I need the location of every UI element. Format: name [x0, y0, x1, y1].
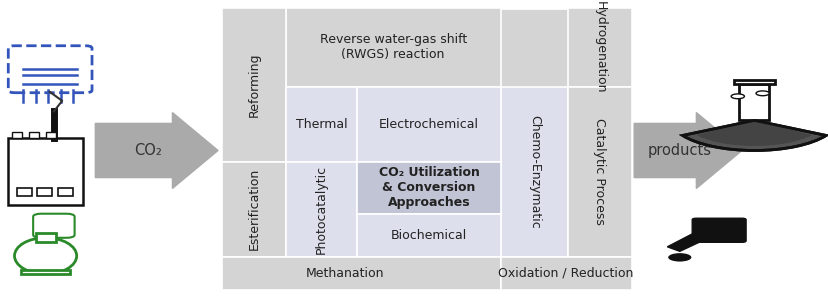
Bar	[567, 8, 631, 87]
Text: Electrochemical: Electrochemical	[378, 118, 479, 131]
Bar	[357, 87, 500, 162]
Bar	[36, 233, 55, 242]
Bar	[222, 8, 286, 162]
Text: Hydrogenation: Hydrogenation	[593, 1, 606, 93]
Ellipse shape	[14, 238, 76, 274]
Text: CO₂: CO₂	[134, 143, 162, 158]
Text: Chemo-Enzymatic: Chemo-Enzymatic	[527, 115, 541, 228]
Text: CO₂ Utilization
& Conversion
Approaches: CO₂ Utilization & Conversion Approaches	[378, 166, 479, 209]
Wedge shape	[696, 120, 811, 146]
Bar	[286, 8, 500, 87]
Bar	[17, 188, 31, 196]
Bar	[222, 162, 286, 256]
Bar	[222, 8, 631, 290]
Bar	[357, 214, 500, 256]
Bar	[46, 132, 55, 138]
Circle shape	[755, 91, 768, 96]
Polygon shape	[667, 232, 708, 251]
Text: Esterification: Esterification	[247, 168, 260, 250]
Bar	[8, 138, 83, 205]
Bar	[37, 188, 52, 196]
Text: Catalytic Process: Catalytic Process	[593, 118, 606, 225]
FancyArrow shape	[95, 113, 218, 188]
Bar	[567, 87, 631, 256]
Bar	[357, 162, 500, 214]
Circle shape	[667, 253, 691, 262]
Bar	[286, 162, 357, 256]
Bar	[58, 188, 73, 196]
Text: Biochemical: Biochemical	[390, 229, 466, 242]
Bar	[21, 270, 70, 274]
Bar	[222, 256, 500, 290]
Text: Reforming: Reforming	[247, 52, 260, 117]
FancyBboxPatch shape	[691, 218, 745, 242]
Text: Methanation: Methanation	[306, 267, 383, 280]
Circle shape	[730, 94, 744, 99]
Bar	[286, 87, 357, 162]
FancyBboxPatch shape	[33, 214, 75, 238]
Bar	[500, 256, 631, 290]
Text: Photocatalytic: Photocatalytic	[315, 165, 328, 254]
Bar	[500, 87, 567, 256]
Bar	[12, 132, 22, 138]
Bar	[733, 80, 774, 84]
Bar	[29, 132, 39, 138]
Text: products: products	[647, 143, 711, 158]
Text: Thermal: Thermal	[296, 118, 347, 131]
Text: Oxidation / Reduction: Oxidation / Reduction	[498, 267, 633, 280]
FancyBboxPatch shape	[8, 46, 92, 93]
Text: Reverse water-gas shift
(RWGS) reaction: Reverse water-gas shift (RWGS) reaction	[319, 33, 466, 61]
Bar	[739, 84, 768, 120]
FancyArrow shape	[633, 113, 741, 188]
Wedge shape	[681, 120, 826, 150]
